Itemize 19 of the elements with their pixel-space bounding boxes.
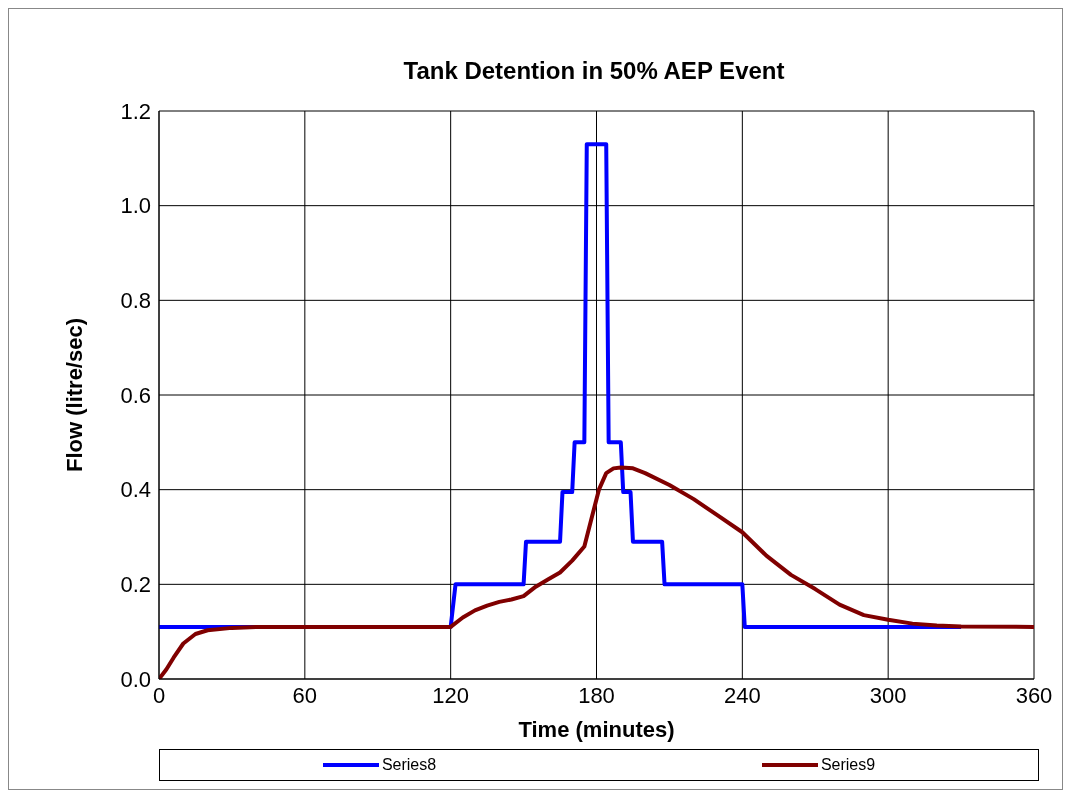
y-tick-label: 0.4 [120,477,151,503]
legend-label: Series8 [381,756,437,774]
y-tick-label: 0.0 [120,666,151,692]
x-tick-label: 180 [578,682,615,708]
y-tick-label: 0.2 [120,572,151,598]
chart-title: Tank Detention in 50% AEP Event [402,57,786,85]
y-tick-label: 1.2 [120,98,151,124]
x-tick-label: 360 [1015,682,1053,708]
x-tick-label: 0 [152,682,166,708]
y-tick-label: 0.8 [120,288,151,314]
x-tick-label: 300 [869,682,907,708]
y-axis-title: Flow (litre/sec) [61,317,87,473]
x-tick-label: 120 [432,682,470,708]
y-tick-label: 0.6 [120,382,151,408]
y-tick-label: 1.0 [120,193,151,219]
legend-label: Series9 [820,756,876,774]
x-tick-label: 60 [292,682,318,708]
x-tick-label: 240 [723,682,761,708]
x-axis-title: Time (minutes) [518,717,675,742]
